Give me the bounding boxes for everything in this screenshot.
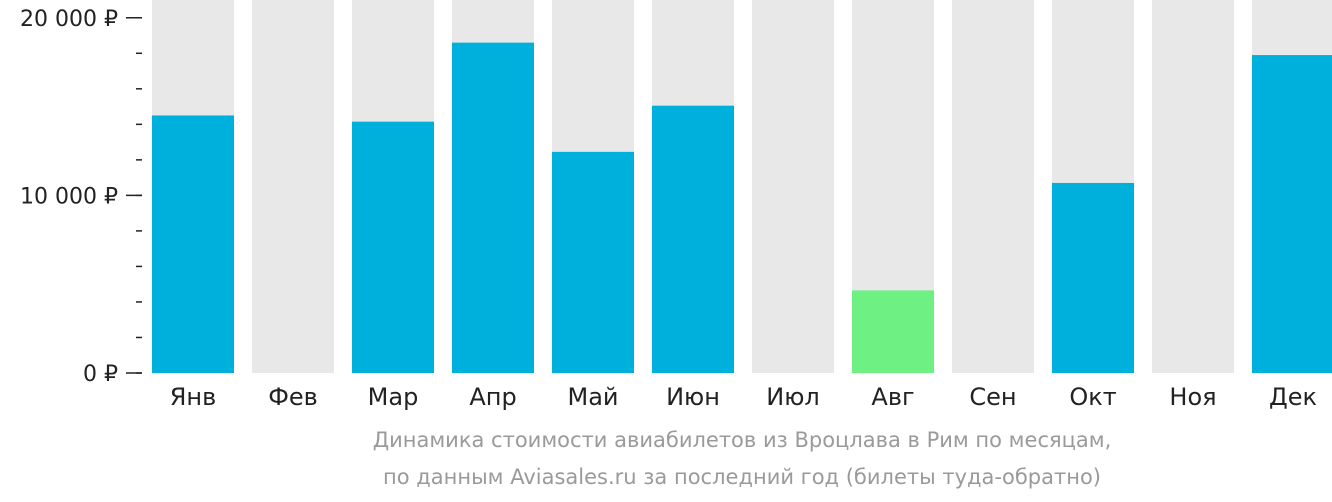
background-column (752, 0, 834, 373)
bars (152, 42, 1332, 374)
bar (552, 151, 634, 373)
x-tick-label: Апр (469, 383, 516, 411)
x-tick-label: Авг (871, 383, 914, 411)
bar (1252, 55, 1332, 374)
background-column (252, 0, 334, 373)
bar (652, 105, 734, 373)
y-tick-label: 10 000 ₽ (20, 184, 118, 209)
x-tick-label: Мар (368, 383, 419, 411)
x-tick-label: Ноя (1169, 383, 1216, 411)
chart-caption-line-2: по данным Aviasales.ru за последний год … (383, 465, 1101, 489)
background-columns (152, 0, 1332, 373)
background-column (1152, 0, 1234, 373)
bar (152, 115, 234, 373)
x-tick-label: Янв (170, 383, 217, 411)
x-tick-label: Май (567, 383, 618, 411)
x-tick-label: Сен (969, 383, 1016, 411)
x-tick-label: Дек (1269, 383, 1317, 411)
x-tick-label: Окт (1069, 383, 1116, 411)
bar (452, 42, 534, 373)
y-tick-label: 0 ₽ (83, 362, 118, 387)
background-column (952, 0, 1034, 373)
y-axis: 0 ₽ 10 000 ₽ 20 000 ₽ (20, 7, 142, 387)
x-tick-label: Фев (268, 383, 318, 411)
bar (352, 121, 434, 374)
chart-caption-line-1: Динамика стоимости авиабилетов из Вроцла… (372, 428, 1112, 452)
bar (1052, 182, 1134, 373)
y-tick-label: 20 000 ₽ (20, 7, 118, 32)
x-tick-label: Июл (766, 383, 820, 411)
bar (852, 290, 934, 373)
price-bar-chart: 0 ₽ 10 000 ₽ 20 000 ₽ Янв Фев Мар Апр Май Июн Ию… (20, 0, 1332, 411)
x-axis-labels: Янв Фев Мар Апр Май Июн Июл Авг Сен Окт Ноя Дек (170, 383, 1317, 411)
x-tick-label: Июн (666, 383, 720, 411)
